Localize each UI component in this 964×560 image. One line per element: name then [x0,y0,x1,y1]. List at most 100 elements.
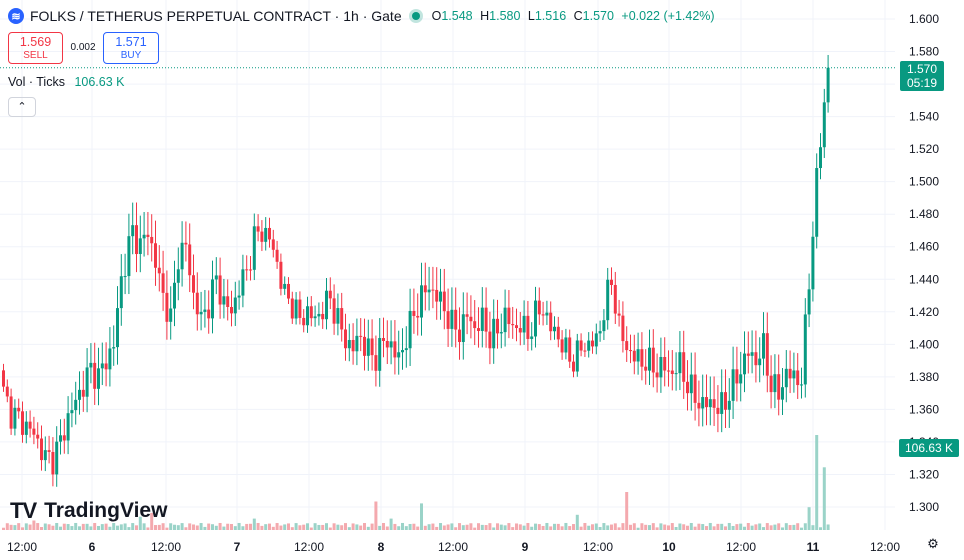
volume-bar [629,524,632,530]
volume-bar [161,523,165,530]
candle-body [701,397,705,409]
candle-body [230,307,233,314]
volume-bar [9,524,13,530]
volume-bar [97,525,100,530]
candle-body [13,407,17,429]
volume-bar [435,526,439,530]
volume-bar [13,525,17,530]
candle-body [211,279,214,319]
candle-body [549,312,553,332]
candle-body [366,338,370,356]
candle-body [347,339,351,349]
volume-bar [541,525,545,530]
volume-bar [739,523,743,530]
tradingview-logo[interactable]: TV TradingView [10,498,167,524]
volume-bar [708,522,712,530]
volume-bar [659,523,663,530]
candle-body [359,335,363,337]
volume-bar [176,525,180,530]
volume-bar [336,524,340,530]
volume-bar [655,527,659,530]
candle-body [123,276,127,278]
sell-button[interactable]: 1.569 SELL [8,32,63,64]
volume-bar [393,523,397,530]
candle-body [389,341,393,348]
volume-bar [47,524,51,530]
candle-body [340,308,344,330]
candle-body [21,411,24,435]
volume-bar [351,523,355,530]
volume-legend[interactable]: Vol · Ticks 106.63 K [8,75,125,89]
volume-bar [81,523,85,530]
volume-bar [667,525,670,530]
candle-body [822,102,826,148]
price-tick-label: 1.500 [909,175,939,189]
close-label: C [573,9,583,23]
volume-bar [245,523,249,530]
symbol-title[interactable]: FOLKS / TETHERUS PERPETUAL CONTRACT · 1h… [30,8,402,24]
volume-bar [746,523,750,530]
candle-body [796,370,800,386]
candle-body [826,67,830,103]
volume-bar [496,523,499,530]
candle-body [161,273,165,293]
volume-bar [784,523,788,530]
candle-body [279,261,283,289]
candle-body [617,313,621,316]
volume-bar [332,523,336,530]
candle-body [499,332,503,334]
volume-bar [317,524,321,530]
volume-bar [499,524,503,530]
volume-bar [773,524,777,530]
volume-bar [218,522,222,530]
volume-bar [142,523,146,530]
volume-bar [74,522,78,530]
candle-body [218,275,222,305]
candle-body [530,336,534,339]
volume-bar [233,526,237,530]
volume-bar [256,522,260,530]
candle-body [256,226,260,232]
candle-body [594,333,598,347]
volume-bar [819,527,822,530]
candle-body [180,242,184,270]
gear-icon[interactable]: ⚙ [927,536,939,551]
volume-bar [40,527,43,530]
candle-body [199,311,203,315]
volume-bar [17,523,21,530]
candle-body [686,381,689,394]
time-tick-label: 6 [89,540,96,554]
chevron-up-icon[interactable]: ⌃ [8,97,36,117]
buy-button[interactable]: 1.571 BUY [103,32,159,64]
volume-bar [275,523,279,530]
candle-body [70,410,74,414]
candle-body [556,326,560,340]
candle-body [739,374,743,384]
candle-body [773,374,777,393]
price-tick-label: 1.540 [909,110,939,124]
time-axis[interactable]: 12:00 6 12:00 7 12:00 8 12:00 9 12:00 10 12:00 11 12… [7,540,900,554]
volume-bar [439,523,442,530]
volume-label: Vol · Ticks [8,75,65,89]
candle-body [332,298,336,324]
candle-body [560,339,564,353]
candle-body [579,340,583,351]
volume-bar [116,525,119,530]
volume-bar [636,527,640,530]
volume-bar [309,527,313,530]
candle-body [309,306,313,319]
volume-bar [815,435,819,530]
price-tick-label: 1.520 [909,142,939,156]
time-tick-label: 12:00 [726,540,756,554]
volume-bar [188,523,192,530]
volume-bar [534,523,537,530]
candle-body [564,337,568,353]
volume-bar [822,467,826,530]
volume-bar [279,525,283,530]
candle-body [587,340,591,351]
volume-bar [553,523,556,530]
volume-bar [294,523,298,530]
sell-price: 1.569 [19,35,52,49]
time-tick-label: 12:00 [870,540,900,554]
